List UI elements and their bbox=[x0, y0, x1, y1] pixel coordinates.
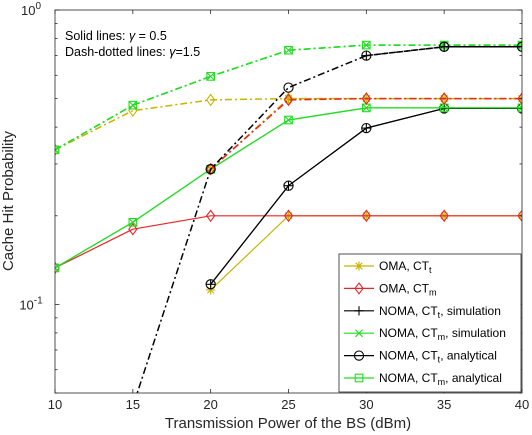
y-tick-label-0: 10-1 bbox=[19, 295, 43, 312]
legend-label-1: OMA, CTm bbox=[379, 281, 437, 297]
series-4-point-1 bbox=[283, 180, 294, 191]
series-3-point-6 bbox=[518, 103, 522, 112]
legend-label-5: NOMA, CTm, analytical bbox=[379, 371, 502, 387]
legend-entry-1: OMA, CTm bbox=[344, 281, 437, 297]
legend-label-4: NOMA, CTt, analytical bbox=[379, 349, 497, 365]
x-tick-label-0: 10 bbox=[48, 397, 62, 412]
series-line-5 bbox=[55, 107, 522, 269]
legend-label-3: NOMA, CTm, simulation bbox=[379, 326, 506, 342]
series-1 bbox=[55, 209, 522, 275]
series-11-point-2 bbox=[206, 72, 215, 81]
series-10-point-1 bbox=[128, 100, 138, 110]
legend-entry-2: NOMA, CTt, simulation bbox=[344, 304, 501, 320]
legend-entry-4: NOMA, CTt, analytical bbox=[344, 349, 497, 365]
series-5-point-6 bbox=[517, 103, 522, 113]
series-13 bbox=[439, 41, 522, 52]
series-3-point-0 bbox=[55, 263, 59, 272]
legend-marker-1 bbox=[354, 282, 364, 295]
series-12-point-2 bbox=[517, 42, 522, 52]
legend-entry-0: OMA, CTt bbox=[344, 259, 432, 275]
legend-entry-3: NOMA, CTm, simulation bbox=[344, 326, 506, 342]
legend-marker-2 bbox=[354, 306, 364, 316]
x-tick-label-3: 25 bbox=[281, 397, 295, 412]
annotation-layer: Solid lines: γ = 0.5 Dash-dotted lines: γ… bbox=[65, 29, 200, 59]
series-1-point-6 bbox=[517, 209, 522, 223]
series-9-point-2 bbox=[205, 163, 216, 175]
legend: OMA, CTt OMA, CTm NOMA, CTt, simulation NOM… bbox=[338, 253, 522, 393]
series-8-point-1 bbox=[283, 93, 294, 107]
series-1-point-5 bbox=[439, 209, 449, 223]
series-8-point-2 bbox=[361, 92, 372, 105]
legend-box bbox=[338, 253, 522, 393]
legend-marker-4 bbox=[353, 350, 365, 361]
series-line-8 bbox=[210, 97, 522, 170]
x-tick-label-6: 40 bbox=[515, 397, 529, 412]
series-8 bbox=[205, 92, 522, 176]
x-tick-label-5: 35 bbox=[437, 397, 451, 412]
legend-marker-3 bbox=[355, 329, 363, 338]
series-4-point-2 bbox=[361, 122, 372, 134]
legend-entry-5: NOMA, CTm, analytical bbox=[344, 371, 502, 387]
series-1-point-1 bbox=[128, 222, 138, 236]
legend-marker-5 bbox=[354, 373, 364, 383]
series-11-point-3 bbox=[284, 46, 293, 55]
series-9-point-3 bbox=[283, 82, 294, 93]
series-1-point-4 bbox=[361, 209, 372, 223]
series-1-point-2 bbox=[205, 209, 216, 223]
y-axis-label: Cache Hit Probability bbox=[0, 130, 17, 271]
series-6-point-3 bbox=[283, 92, 294, 105]
legend-marker-0 bbox=[354, 261, 364, 271]
series-13-point-1 bbox=[516, 41, 522, 52]
series-layer bbox=[55, 40, 522, 393]
series-11-point-4 bbox=[362, 41, 371, 50]
series-10-point-2 bbox=[206, 72, 216, 81]
legend-label-2: NOMA, CTt, simulation bbox=[379, 304, 501, 320]
series-8-point-3 bbox=[439, 92, 449, 105]
series-5-point-1 bbox=[128, 217, 138, 227]
series-6-point-2 bbox=[205, 93, 216, 107]
series-line-1 bbox=[55, 215, 522, 269]
y-tick-label-1: 100 bbox=[21, 1, 41, 18]
series-8-point-0 bbox=[205, 162, 216, 176]
series-2-point-0 bbox=[206, 279, 216, 289]
annotation-dashdot-lines: Dash-dotted lines: γ=1.5 bbox=[65, 45, 200, 59]
series-5-point-3 bbox=[284, 115, 293, 125]
series-11-point-1 bbox=[128, 101, 137, 110]
tick-layer: 10 15 20 25 30 35 40 10-1 100 bbox=[19, 1, 529, 412]
legend-label-0: OMA, CTt bbox=[379, 259, 432, 275]
x-tick-label-1: 15 bbox=[126, 397, 140, 412]
series-4-point-0 bbox=[205, 279, 216, 290]
x-axis-label: Transmission Power of the BS (dBm) bbox=[165, 415, 411, 432]
series-8-point-4 bbox=[517, 92, 522, 105]
annotation-solid-lines: Solid lines: γ = 0.5 bbox=[65, 29, 167, 43]
x-tick-label-2: 20 bbox=[203, 397, 217, 412]
series-11-point-0 bbox=[55, 145, 59, 154]
series-13-point-0 bbox=[439, 41, 450, 52]
series-12-point-0 bbox=[361, 51, 371, 61]
x-tick-label-4: 30 bbox=[359, 397, 373, 412]
series-1-point-3 bbox=[283, 209, 294, 223]
